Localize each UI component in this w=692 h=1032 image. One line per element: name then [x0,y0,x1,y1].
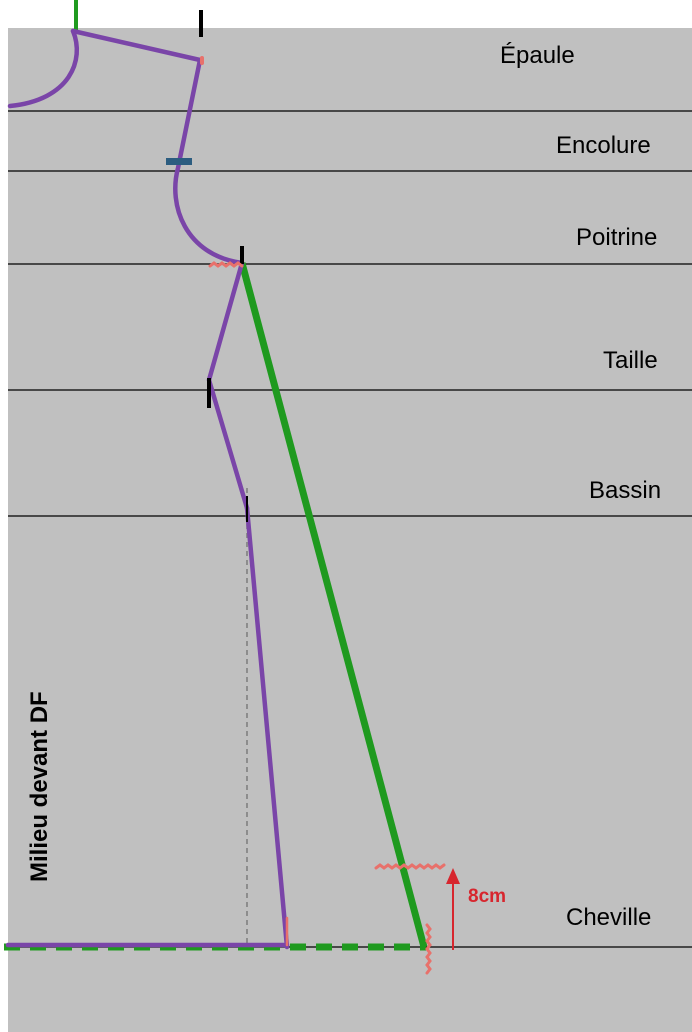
measurement-arrow [446,868,460,950]
drafting-area [8,28,692,1032]
label-poitrine: Poitrine [576,224,657,251]
measurement-label: 8cm [468,886,506,907]
red-markers [200,56,446,975]
label-bassin: Bassin [589,477,661,504]
marker-ankle-upper-wavy [374,863,446,870]
label-taille: Taille [603,347,658,374]
arrow-head-icon [446,868,460,884]
black-ticks [199,10,244,408]
armhole-curve [7,28,79,109]
label-encolure: Encolure [556,132,651,159]
marker-poitrine-wavy [208,261,244,268]
label-cheville: Cheville [566,904,651,931]
side-seam-lower [244,505,290,950]
shoulder-line [70,28,203,63]
label-milieu-devant: Milieu devant DF [26,691,53,882]
green-side-line [238,262,428,948]
neck-notch-marker [166,158,192,165]
marker-ankle-vertical-wavy [425,923,432,975]
neckline-curve [173,57,245,266]
label-epaule: Épaule [500,42,575,69]
